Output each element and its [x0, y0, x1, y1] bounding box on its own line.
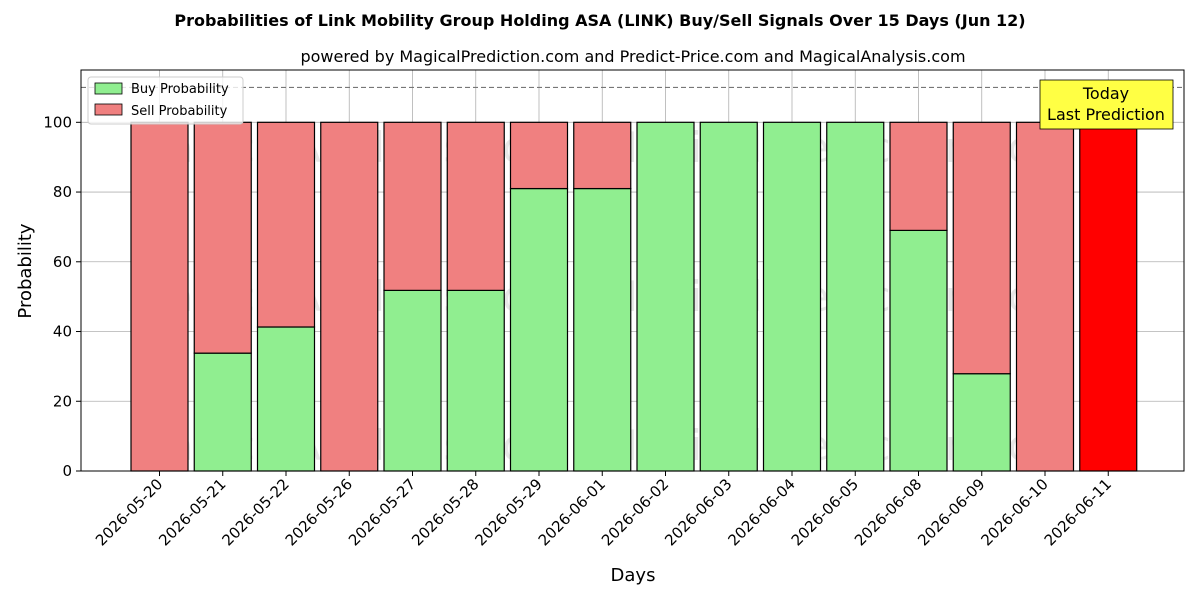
x-tick-label: 2026-06-04	[724, 475, 798, 549]
today-box	[1039, 79, 1174, 130]
bar-buy	[762, 121, 822, 472]
bar-sell	[256, 121, 316, 328]
bar-layer	[130, 121, 1138, 472]
bar-sell	[320, 121, 379, 472]
bar-sell	[573, 121, 632, 190]
y-axis-label: Probability	[15, 223, 36, 318]
chart-subtitle: powered by MagicalPrediction.com and Pre…	[300, 47, 965, 66]
x-tick-label: 2026-05-21	[155, 475, 229, 549]
bar-sell	[952, 121, 1011, 375]
bar-buy	[446, 289, 505, 472]
x-tick-label: 2026-06-03	[661, 475, 735, 549]
y-tick-label: 100	[43, 113, 72, 131]
x-axis-label: Days	[611, 565, 656, 586]
x-tick-label: 2026-06-05	[788, 475, 862, 549]
today-line2: Last Prediction	[1047, 105, 1165, 124]
x-tick-label: 2026-05-28	[408, 475, 482, 549]
bar-sell	[383, 121, 442, 291]
bar-sell	[509, 121, 569, 190]
legend-label-sell: Sell Probability	[131, 104, 228, 119]
chart-title: Probabilities of Link Mobility Group Hol…	[174, 11, 1025, 30]
x-tick-label: 2026-06-10	[977, 475, 1051, 549]
plot-frame	[80, 69, 1185, 472]
y-tick-label: 60	[53, 253, 72, 271]
today-annotation: Today Last Prediction	[1039, 79, 1174, 130]
bar-buy	[826, 121, 885, 472]
x-tick-label: 2026-05-20	[92, 475, 166, 549]
today-line1: Today	[1082, 84, 1129, 103]
bar-sell	[130, 121, 189, 472]
bar-buy	[193, 352, 252, 472]
bar-sell	[446, 121, 505, 291]
bar-sell	[1015, 121, 1075, 472]
x-tick-label: 2026-05-27	[345, 475, 419, 549]
bar-sell	[889, 121, 948, 231]
bar-buy	[509, 187, 569, 472]
x-tick-label: 2026-06-11	[1041, 475, 1115, 549]
x-tick-label: 2026-06-02	[598, 475, 672, 549]
bar-buy	[699, 121, 758, 472]
bar-buy	[636, 121, 695, 472]
x-tick-label: 2026-05-22	[218, 475, 292, 549]
x-tick-label: 2026-06-09	[914, 475, 988, 549]
bar-buy	[256, 326, 316, 472]
x-tick-label: 2026-05-29	[471, 475, 545, 549]
bar-buy	[383, 289, 442, 472]
bar-sell	[193, 121, 252, 354]
bar-buy	[573, 187, 632, 472]
y-tick-label: 80	[53, 183, 72, 201]
x-tick-label: 2026-05-26	[282, 475, 356, 549]
x-tick-label: 2026-06-01	[535, 475, 609, 549]
bar-buy	[889, 229, 948, 472]
legend: Buy Probability Sell Probability	[87, 76, 244, 125]
legend-swatch-buy	[94, 82, 123, 95]
legend-label-buy: Buy Probability	[131, 82, 229, 97]
bar-buy	[952, 373, 1011, 472]
x-tick-label: 2026-06-08	[851, 475, 925, 549]
bar-sell	[1079, 121, 1138, 472]
y-tick-label: 40	[53, 323, 72, 341]
y-tick-label: 20	[53, 392, 72, 410]
legend-box	[87, 76, 244, 125]
legend-swatch-sell	[94, 103, 123, 116]
y-tick-label: 0	[62, 462, 72, 480]
